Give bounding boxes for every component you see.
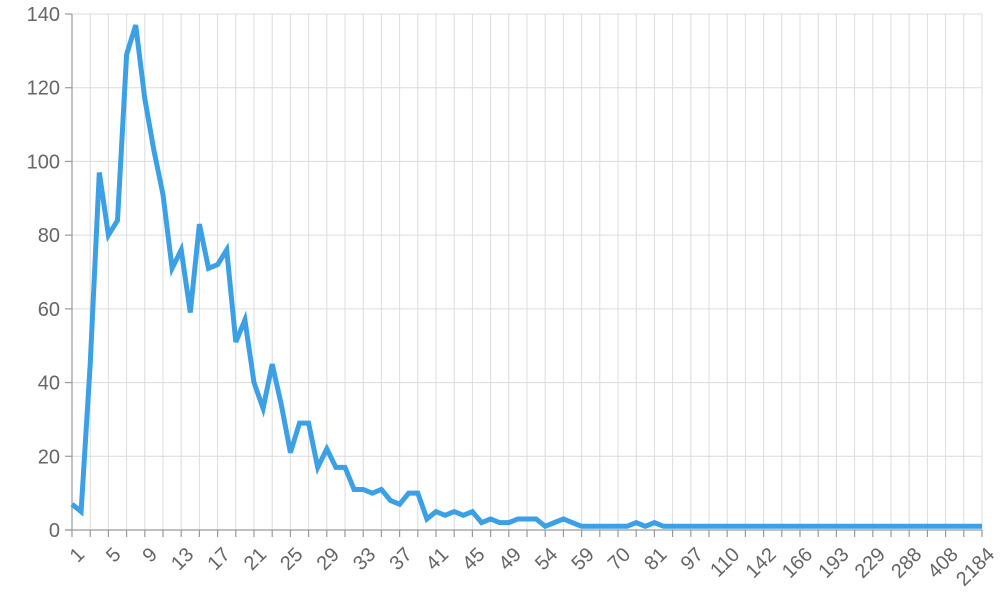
x-tick-label: 5	[102, 544, 125, 567]
y-tick-label: 140	[27, 4, 60, 26]
x-tick-label: 49	[495, 544, 526, 575]
x-tick-label: 70	[604, 544, 635, 575]
x-tick-label: 21	[240, 544, 271, 575]
y-tick-label: 100	[27, 151, 60, 173]
y-tick-label: 0	[49, 520, 60, 542]
x-tick-label: 166	[778, 544, 817, 583]
y-tick-label: 120	[27, 78, 60, 100]
x-tick-label: 13	[167, 544, 198, 575]
x-tick-label: 29	[313, 544, 344, 575]
x-tick-label: 288	[887, 544, 926, 583]
x-tick-label: 37	[385, 544, 416, 575]
x-tick-label: 54	[531, 544, 562, 575]
y-tick-label: 20	[38, 446, 60, 468]
x-tick-label: 142	[742, 544, 781, 583]
y-tick-label: 40	[38, 373, 60, 395]
x-tick-label: 33	[349, 544, 380, 575]
x-tick-label: 45	[458, 544, 489, 575]
x-tick-label: 1	[66, 544, 89, 567]
series-layer	[70, 24, 982, 530]
x-tick-label: 110	[706, 544, 744, 582]
x-tick-label: 41	[422, 544, 453, 575]
y-tick-label: 80	[38, 225, 60, 247]
x-tick-label: 59	[567, 544, 598, 575]
grid	[71, 13, 983, 531]
y-tick-label: 60	[38, 299, 60, 321]
x-tick-label: 81	[640, 544, 671, 575]
x-tick-label: 9	[139, 544, 162, 567]
series-line	[70, 24, 982, 530]
x-tick-label: 2184	[952, 544, 999, 591]
x-tick-label: 193	[814, 544, 853, 583]
x-tick-label: 229	[851, 544, 890, 583]
axes	[65, 13, 983, 537]
x-tick-label: 25	[276, 544, 307, 575]
x-tick-label: 97	[677, 544, 708, 575]
x-tick-label: 17	[203, 544, 234, 575]
